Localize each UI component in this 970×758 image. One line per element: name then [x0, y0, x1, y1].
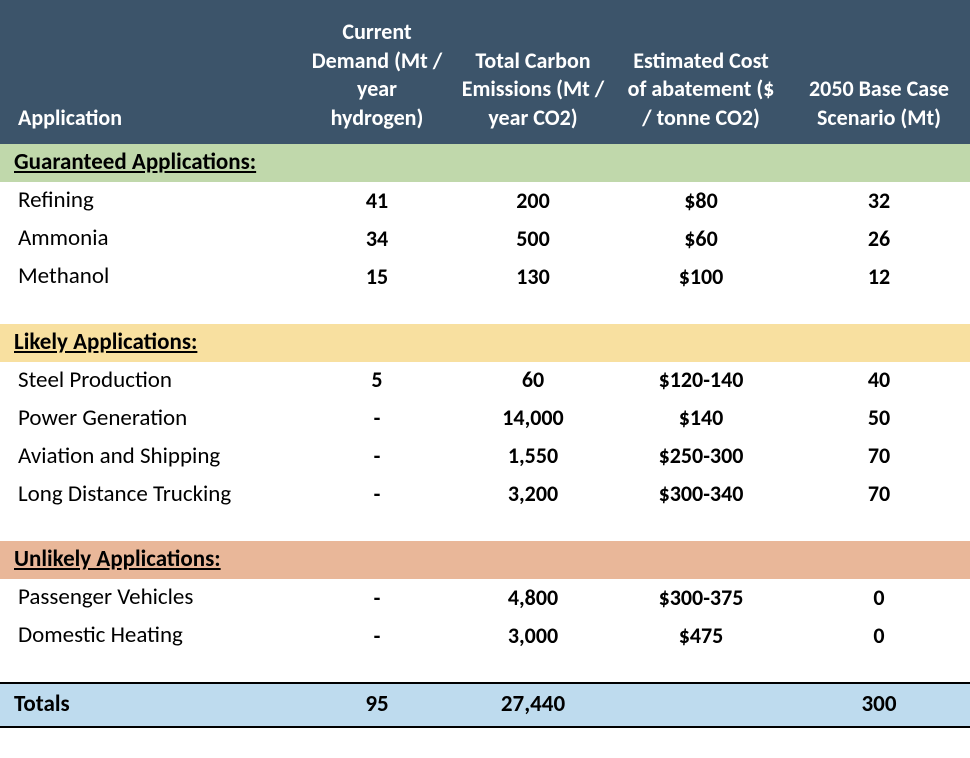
row-emissions: 4,800	[452, 579, 614, 617]
row-scenario: 70	[788, 438, 970, 476]
row-scenario: 40	[788, 362, 970, 400]
section-header: Unlikely Applications:	[0, 541, 970, 579]
row-label: Ammonia	[0, 220, 302, 258]
row-emissions: 60	[452, 362, 614, 400]
row-label: Power Generation	[0, 400, 302, 438]
section-header: Likely Applications:	[0, 324, 970, 362]
row-label: Aviation and Shipping	[0, 438, 302, 476]
row-scenario: 32	[788, 182, 970, 220]
row-cost: $120-140	[614, 362, 788, 400]
totals-demand: 95	[302, 683, 452, 727]
row-cost: $475	[614, 617, 788, 655]
row-emissions: 500	[452, 220, 614, 258]
section-title: Likely Applications:	[0, 324, 970, 362]
table-row: Domestic Heating-3,000$4750	[0, 617, 970, 655]
hydrogen-applications-table: Application Current Demand (Mt / year hy…	[0, 0, 970, 728]
table-body: Guaranteed Applications:Refining41200$80…	[0, 144, 970, 727]
row-label: Steel Production	[0, 362, 302, 400]
row-scenario: 70	[788, 476, 970, 514]
row-label: Long Distance Trucking	[0, 476, 302, 514]
row-scenario: 0	[788, 617, 970, 655]
row-demand: 41	[302, 182, 452, 220]
row-emissions: 1,550	[452, 438, 614, 476]
totals-scenario: 300	[788, 683, 970, 727]
table-row: Methanol15130$10012	[0, 258, 970, 296]
spacer-row	[0, 655, 970, 683]
row-demand: 34	[302, 220, 452, 258]
section-header: Guaranteed Applications:	[0, 144, 970, 182]
row-scenario: 0	[788, 579, 970, 617]
row-emissions: 3,200	[452, 476, 614, 514]
spacer-row	[0, 513, 970, 541]
row-demand: -	[302, 438, 452, 476]
row-scenario: 26	[788, 220, 970, 258]
totals-emissions: 27,440	[452, 683, 614, 727]
row-cost: $300-375	[614, 579, 788, 617]
row-cost: $300-340	[614, 476, 788, 514]
row-emissions: 130	[452, 258, 614, 296]
row-cost: $80	[614, 182, 788, 220]
row-demand: 15	[302, 258, 452, 296]
table-row: Steel Production560$120-14040	[0, 362, 970, 400]
col-application: Application	[0, 0, 302, 144]
totals-row: Totals9527,440 300	[0, 683, 970, 727]
row-cost: $60	[614, 220, 788, 258]
spacer-cell	[0, 655, 970, 683]
row-scenario: 12	[788, 258, 970, 296]
row-cost: $250-300	[614, 438, 788, 476]
row-label: Passenger Vehicles	[0, 579, 302, 617]
row-demand: -	[302, 579, 452, 617]
spacer-cell	[0, 513, 970, 541]
spacer-cell	[0, 296, 970, 324]
table-row: Power Generation-14,000$14050	[0, 400, 970, 438]
row-cost: $140	[614, 400, 788, 438]
row-label: Domestic Heating	[0, 617, 302, 655]
row-emissions: 14,000	[452, 400, 614, 438]
section-title: Guaranteed Applications:	[0, 144, 970, 182]
row-demand: -	[302, 400, 452, 438]
table-row: Aviation and Shipping-1,550$250-30070	[0, 438, 970, 476]
table-row: Passenger Vehicles-4,800$300-3750	[0, 579, 970, 617]
row-demand: 5	[302, 362, 452, 400]
table-header: Application Current Demand (Mt / year hy…	[0, 0, 970, 144]
row-demand: -	[302, 617, 452, 655]
table-row: Long Distance Trucking-3,200$300-34070	[0, 476, 970, 514]
totals-cost	[614, 683, 788, 727]
spacer-row	[0, 296, 970, 324]
col-cost-abatement: Estimated Cost of abatement ($ / tonne C…	[614, 0, 788, 144]
table-row: Ammonia34500$6026	[0, 220, 970, 258]
row-cost: $100	[614, 258, 788, 296]
row-demand: -	[302, 476, 452, 514]
row-label: Methanol	[0, 258, 302, 296]
col-carbon-emissions: Total Carbon Emissions (Mt / year CO2)	[452, 0, 614, 144]
section-title: Unlikely Applications:	[0, 541, 970, 579]
totals-label: Totals	[0, 683, 302, 727]
row-emissions: 3,000	[452, 617, 614, 655]
row-label: Refining	[0, 182, 302, 220]
col-current-demand: Current Demand (Mt / year hydrogen)	[302, 0, 452, 144]
col-2050-scenario: 2050 Base Case Scenario (Mt)	[788, 0, 970, 144]
row-emissions: 200	[452, 182, 614, 220]
table-row: Refining41200$8032	[0, 182, 970, 220]
row-scenario: 50	[788, 400, 970, 438]
